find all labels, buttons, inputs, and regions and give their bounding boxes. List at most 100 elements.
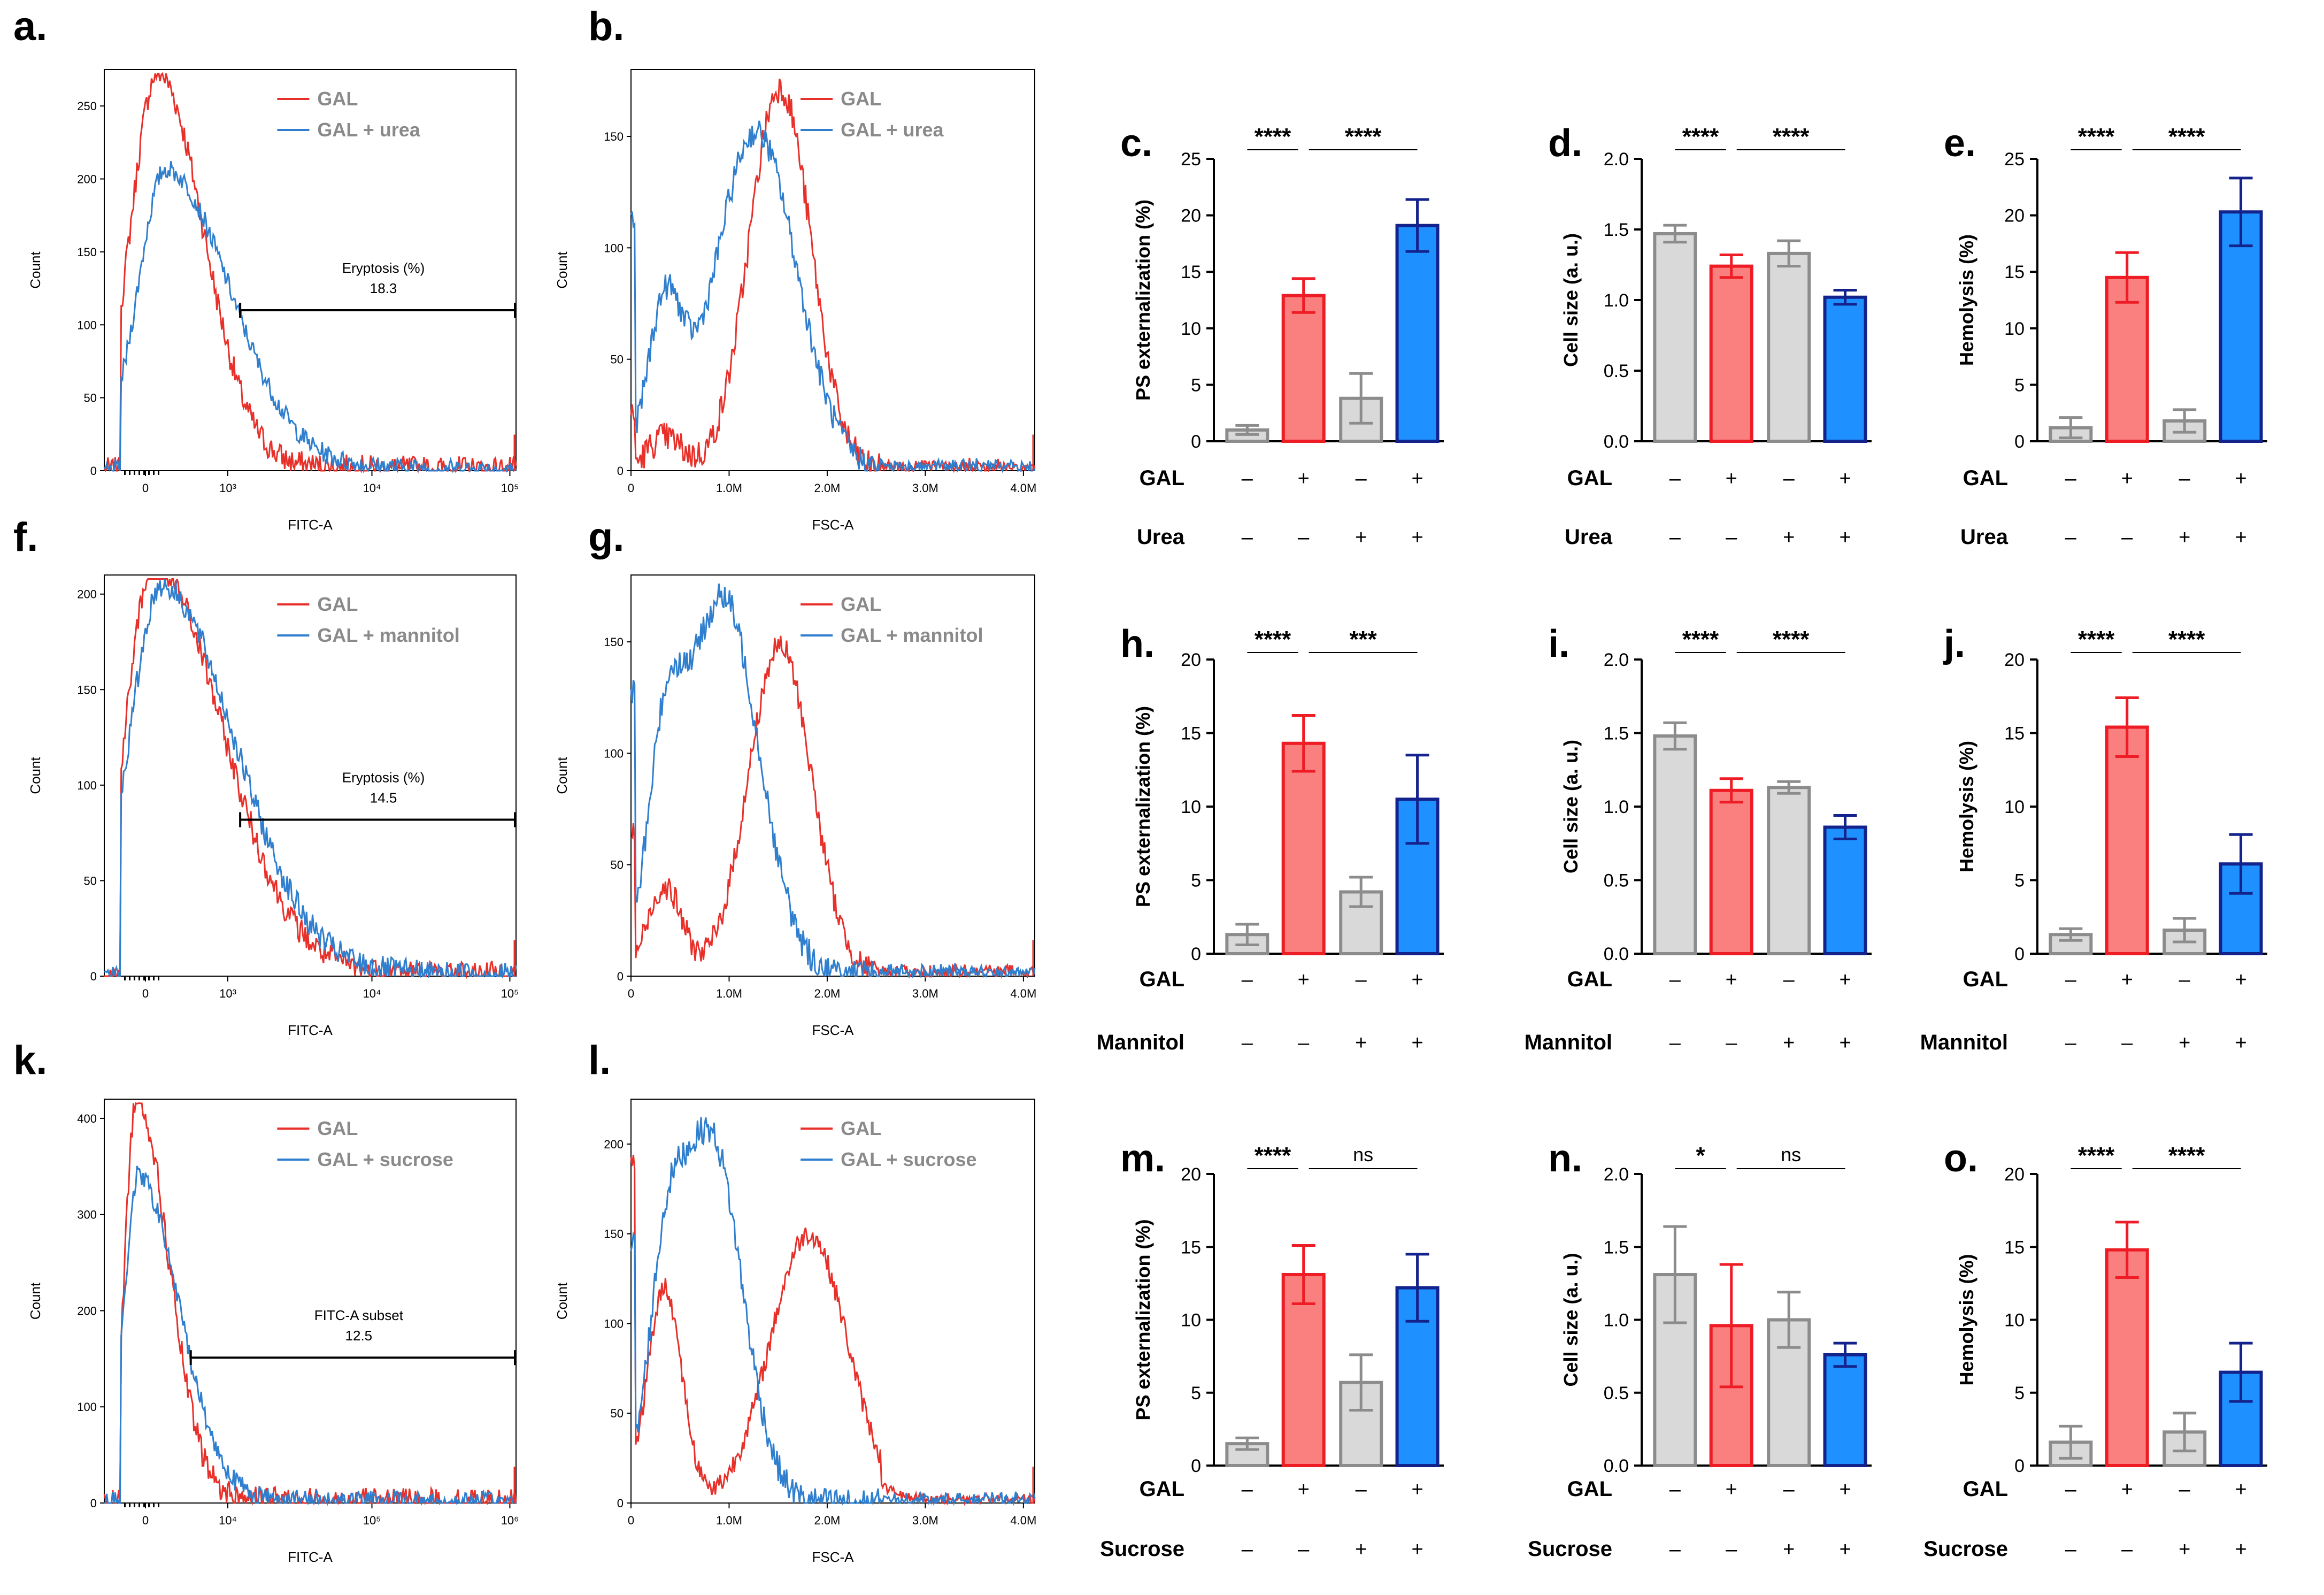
row-marker: –: [1726, 526, 1737, 549]
y-tick-label: 0: [2014, 944, 2025, 964]
plot-frame: [104, 69, 517, 471]
x-tick-label: 10⁴: [363, 481, 381, 495]
row-marker: +: [1839, 1032, 1851, 1054]
bar: [1395, 224, 1440, 443]
row-marker: +: [1298, 969, 1310, 991]
x-axis-label: FITC-A: [288, 517, 333, 533]
panel-c: 0 5 10 15 20 25 PS externalization (%) c. **** **…: [1120, 122, 1444, 549]
bar: [1823, 295, 1867, 443]
y-tick-label: 20: [2004, 1164, 2025, 1185]
row-marker: +: [1411, 969, 1423, 991]
row-marker: +: [2121, 467, 2133, 490]
row-marker: –: [2065, 969, 2077, 991]
row-label-gal: GAL: [1567, 968, 1612, 991]
y-axis-label: Count: [27, 251, 43, 289]
histogram-line-treatment: [630, 1117, 1036, 1506]
x-tick-label: 3.0M: [912, 481, 938, 495]
panel-o: 0 5 10 15 20 Hemolysis (%) o. **** **** GAL Sucros…: [1923, 1137, 2267, 1561]
y-tick-label: 150: [77, 246, 97, 259]
row-label-gal: GAL: [1963, 466, 2008, 490]
row-marker: +: [1839, 1478, 1851, 1501]
y-tick-label: 0.5: [1604, 1383, 1629, 1404]
row-marker: +: [1298, 1478, 1310, 1501]
row-marker: –: [1669, 1538, 1681, 1561]
histogram-line-treatment: [103, 160, 517, 474]
y-tick-label: 2.0: [1604, 149, 1629, 170]
x-tick-label: 10⁴: [363, 987, 381, 1000]
row-marker: –: [1356, 1478, 1367, 1501]
gate-value: 14.5: [370, 790, 397, 806]
significance-mark: ***: [1349, 626, 1377, 653]
significance-mark: *: [1696, 1142, 1705, 1169]
row-label-treatment: Mannitol: [1097, 1031, 1184, 1054]
y-tick-label: 0: [1191, 944, 1201, 964]
panel-label: h.: [1120, 623, 1155, 665]
y-tick-label: 0.0: [1604, 944, 1629, 964]
row-marker: –: [1669, 969, 1681, 991]
panel-a: 0 50 100 150 200 250 Count 0 10³ 10⁴ 10⁵ FITC-A GAL G…: [27, 69, 519, 533]
y-tick-label: 1.5: [1604, 724, 1629, 744]
bar: [1653, 734, 1697, 955]
bar: [1767, 251, 1811, 443]
y-tick-label: 300: [77, 1208, 97, 1222]
row-marker: –: [1242, 526, 1253, 549]
legend-label: GAL: [841, 593, 881, 615]
x-tick-label: 10⁵: [501, 987, 519, 1000]
panel-n: 0.0 0.5 1.0 1.5 2.0 Cell size (a. u.) n. * ns GAL…: [1528, 1137, 1872, 1561]
panel-j: 0 5 10 15 20 Hemolysis (%) j. **** **** GAL Mannit…: [1920, 623, 2267, 1054]
x-tick-label: 4.0M: [1010, 1514, 1036, 1527]
y-tick-label: 20: [1181, 650, 1201, 670]
histogram-line-treatment: [630, 120, 1036, 474]
y-tick-label: 1.0: [1604, 290, 1629, 311]
x-tick-label: 4.0M: [1010, 987, 1036, 1000]
row-marker: +: [1783, 1538, 1795, 1561]
row-marker: –: [1242, 1538, 1253, 1561]
y-axis-label: PS externalization (%): [1132, 200, 1154, 401]
y-tick-label: 25: [2004, 149, 2025, 170]
x-tick-label: 0: [142, 481, 149, 495]
row-label-treatment: Sucrose: [1100, 1537, 1184, 1561]
y-tick-label: 15: [2004, 1237, 2025, 1257]
panel-label: a.: [13, 4, 47, 49]
significance-mark: ****: [2078, 124, 2115, 150]
y-tick-label: 5: [2014, 1383, 2025, 1404]
row-marker: –: [2179, 969, 2191, 991]
gate-label: Eryptosis (%): [342, 260, 425, 276]
histogram-line-gal: [103, 72, 517, 474]
x-tick-label: 3.0M: [912, 987, 938, 1000]
row-marker: +: [1411, 1032, 1423, 1054]
x-tick-label: 0: [628, 1514, 634, 1527]
y-tick-label: 1.0: [1604, 797, 1629, 817]
y-tick-label: 50: [611, 353, 624, 366]
y-tick-label: 250: [77, 99, 97, 113]
y-tick-label: 5: [2014, 871, 2025, 891]
significance-mark: ****: [2168, 124, 2205, 150]
x-tick-label: 2.0M: [814, 481, 840, 495]
y-axis-label: Cell size (a. u.): [1560, 740, 1582, 873]
gate-label: Eryptosis (%): [342, 770, 425, 786]
legend-label: GAL: [317, 1117, 358, 1139]
legend-label: GAL + urea: [317, 119, 420, 141]
row-marker: –: [2065, 1478, 2077, 1501]
y-tick-label: 10: [2004, 319, 2025, 339]
y-tick-label: 0: [90, 970, 97, 983]
row-label-treatment: Urea: [1137, 525, 1185, 549]
y-tick-label: 200: [604, 1138, 624, 1151]
panel-label: l.: [588, 1038, 611, 1083]
row-marker: –: [2065, 467, 2077, 490]
y-tick-label: 200: [77, 1304, 97, 1317]
y-tick-label: 50: [84, 392, 97, 405]
histogram-line-gal: [103, 1102, 517, 1506]
row-marker: –: [1783, 969, 1795, 991]
row-marker: +: [1839, 526, 1851, 549]
row-marker: +: [2179, 1538, 2190, 1561]
gate-value: 12.5: [345, 1328, 373, 1344]
y-axis-label: Count: [27, 1282, 43, 1320]
row-marker: –: [1726, 1538, 1737, 1561]
x-axis-label: FSC-A: [812, 1549, 855, 1565]
panel-label: d.: [1548, 122, 1582, 165]
row-marker: +: [1726, 467, 1737, 490]
row-marker: –: [2121, 1032, 2133, 1054]
row-marker: –: [1298, 1538, 1310, 1561]
